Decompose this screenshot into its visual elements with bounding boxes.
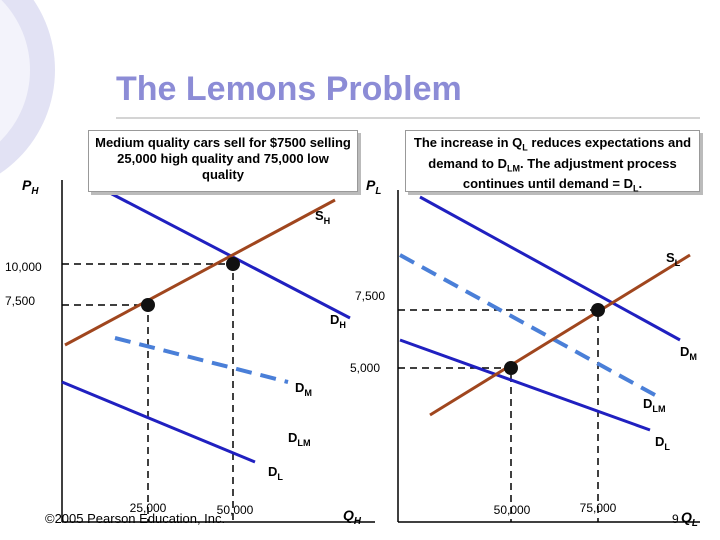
y-tick-label: 7,500 (5, 294, 35, 308)
curve-label: DLM (643, 396, 666, 414)
y-axis-label: PH (22, 177, 39, 197)
label-sub: L (664, 442, 670, 452)
curve-label: DL (268, 464, 283, 482)
curve-label: DM (680, 344, 697, 362)
label-main: P (366, 177, 376, 193)
label-main: S (315, 208, 324, 223)
note-run: The increase in Q (413, 135, 523, 150)
x-axis-label: QH (343, 507, 362, 527)
y-tick-label: 7,500 (355, 289, 385, 303)
slide-title: The Lemons Problem (116, 70, 462, 108)
x-tick-label: 75,000 (580, 501, 617, 515)
label-sub: LM (297, 438, 310, 448)
label-sub: H (31, 186, 39, 197)
note-run: L (632, 183, 639, 194)
demand-curve (419, 195, 681, 342)
label-sub: L (675, 258, 681, 268)
curve-label: SH (315, 208, 330, 226)
equilibrium-point (141, 298, 155, 312)
label-sub: H (354, 516, 362, 527)
page-number: 9 (672, 512, 679, 526)
copyright: ©2005 Pearson Education, Inc. (45, 511, 225, 526)
curve-label: DLM (288, 430, 311, 448)
label-main: D (288, 430, 297, 445)
note-run: . (638, 176, 643, 192)
note-run: reduces expectations and demand to D (428, 135, 692, 171)
equilibrium-point (591, 303, 605, 317)
equilibrium-point (504, 361, 518, 375)
demand-curve-dashed (399, 253, 656, 397)
label-main: Q (343, 507, 354, 523)
guide-line (398, 367, 512, 522)
label-main: S (666, 250, 675, 265)
note-run: L (522, 142, 528, 153)
label-sub: M (689, 352, 697, 362)
label-main: D (643, 396, 652, 411)
equilibrium-point (226, 257, 240, 271)
demand-curve (399, 338, 651, 432)
label-main: D (655, 434, 664, 449)
label-sub: L (375, 186, 381, 197)
curve-label: DL (655, 434, 670, 452)
label-main: D (680, 344, 689, 359)
right-note: The increase in QL reduces expectations … (405, 130, 700, 194)
decor-circle (0, 0, 30, 142)
x-axis-label: QL (681, 509, 698, 529)
y-tick-label: 10,000 (5, 260, 42, 274)
curve-label: DM (295, 380, 312, 398)
x-tick-label: 25,000 (130, 501, 167, 515)
label-main: P (22, 177, 32, 193)
curve-label: DH (330, 312, 346, 330)
label-main: D (330, 312, 339, 327)
x-tick-label: 50,000 (494, 503, 531, 517)
label-main: Q (681, 509, 692, 525)
curve-label: SL (666, 250, 681, 268)
label-sub: H (339, 320, 346, 330)
guide-line (398, 309, 599, 522)
supply-curve (429, 253, 691, 417)
x-tick-label: 50,000 (217, 503, 254, 517)
supply-curve (64, 198, 336, 347)
label-main: D (295, 380, 304, 395)
label-sub: LM (652, 404, 665, 414)
label-sub: L (277, 472, 283, 482)
label-sub: M (304, 388, 312, 398)
label-sub: H (324, 216, 331, 226)
label-main: D (268, 464, 277, 479)
y-axis-label: PL (366, 177, 381, 197)
note-run: . The adjustment process continues until… (462, 155, 677, 192)
demand-curve (61, 380, 256, 464)
y-tick-label: 5,000 (350, 361, 380, 375)
label-sub: L (692, 518, 698, 529)
demand-curve-dashed (114, 336, 289, 384)
note-run: LM (506, 163, 520, 174)
left-note: Medium quality cars sell for $7500 selli… (88, 130, 358, 192)
